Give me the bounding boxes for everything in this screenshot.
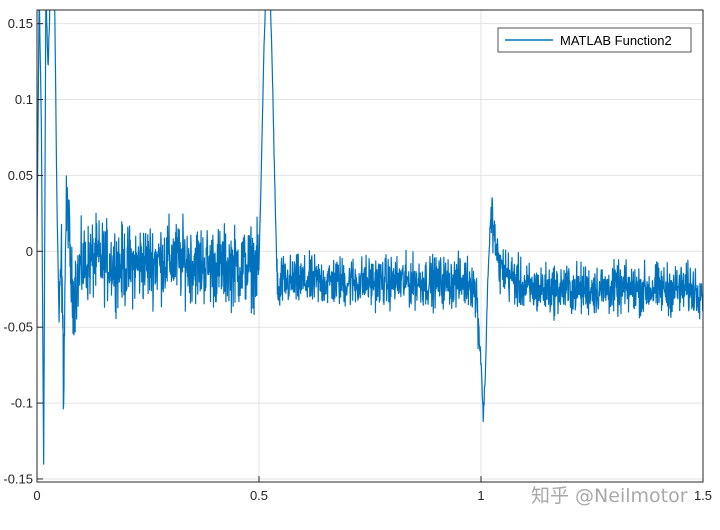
series-group bbox=[37, 10, 703, 465]
y-tick-label: -0.05 bbox=[3, 320, 33, 335]
axes-frame bbox=[36, 9, 704, 483]
x-tick-label: 1.5 bbox=[694, 488, 712, 503]
x-tick-label: 1 bbox=[477, 488, 484, 503]
y-tick-label: -0.15 bbox=[3, 471, 33, 486]
legend-label: MATLAB Function2 bbox=[560, 33, 672, 48]
y-tick-label: -0.1 bbox=[11, 396, 33, 411]
y-tick-label: 0.05 bbox=[8, 168, 33, 183]
y-tick-label: 0 bbox=[26, 244, 33, 259]
y-tick-label: 0.1 bbox=[15, 92, 33, 107]
series-line bbox=[37, 10, 703, 465]
ticks: 0 0.5 1 1.5 0.15 0.1 0.05 0 -0.05 -0.1 -0.15 bbox=[3, 16, 712, 503]
x-tick-label: 0.5 bbox=[250, 488, 268, 503]
x-tick-label: 0 bbox=[33, 488, 40, 503]
y-tick-label: 0.15 bbox=[8, 16, 33, 31]
axes-background bbox=[37, 10, 703, 482]
legend: MATLAB Function2 bbox=[497, 27, 692, 53]
watermark: 知乎 @Neilmotor bbox=[531, 485, 688, 507]
